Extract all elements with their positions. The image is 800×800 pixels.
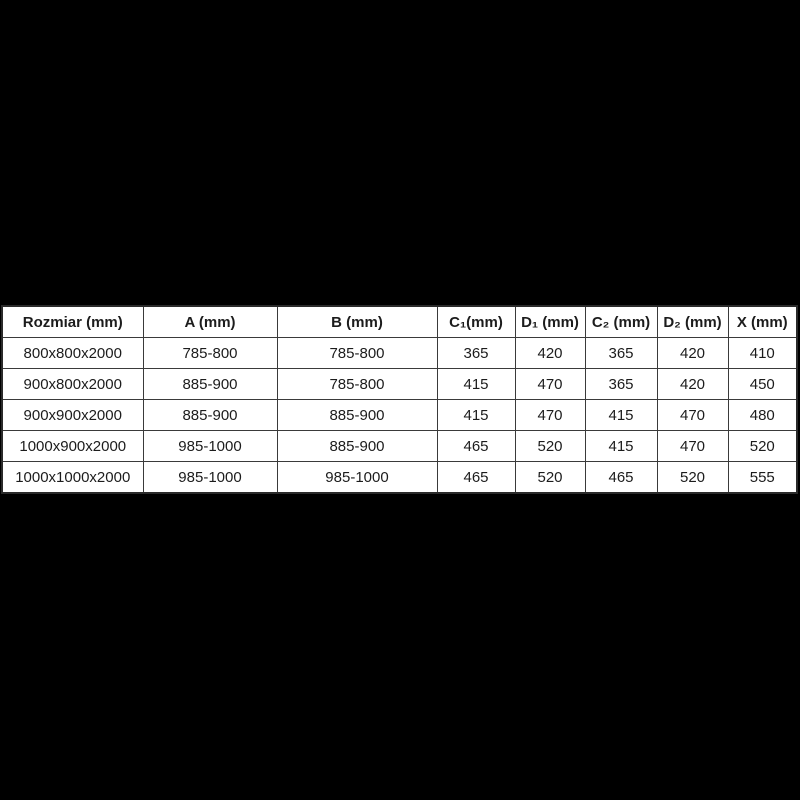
header-cell-d2: D₂ (mm): [656, 305, 729, 338]
table-cell: 420: [514, 337, 586, 369]
table-cell: 520: [727, 430, 798, 462]
table-cell: 365: [584, 368, 658, 400]
table-cell: 410: [727, 337, 798, 369]
table-cell: 785-800: [276, 337, 438, 369]
table-cell: 985-1000: [276, 461, 438, 494]
dimensions-table: Rozmiar (mm) A (mm) B (mm) C₁(mm) D₁ (mm…: [1, 305, 798, 494]
header-cell-b: B (mm): [276, 305, 438, 338]
table-cell: 1000x1000x2000: [1, 461, 144, 494]
table-cell: 900x900x2000: [1, 399, 144, 431]
table-cell: 555: [727, 461, 798, 494]
table-cell: 520: [656, 461, 729, 494]
table-row: 900x800x2000 885-900 785-800 415 470 365…: [1, 368, 798, 400]
table-cell: 470: [514, 399, 586, 431]
table-cell: 800x800x2000: [1, 337, 144, 369]
table-cell: 365: [436, 337, 516, 369]
table-cell: 470: [514, 368, 586, 400]
header-cell-d1: D₁ (mm): [514, 305, 586, 338]
table-cell: 465: [436, 461, 516, 494]
table-cell: 415: [436, 368, 516, 400]
header-cell-x: X (mm): [727, 305, 798, 338]
table-row: 900x900x2000 885-900 885-900 415 470 415…: [1, 399, 798, 431]
table-cell: 465: [584, 461, 658, 494]
table-row: 1000x1000x2000 985-1000 985-1000 465 520…: [1, 461, 798, 494]
table-cell: 470: [656, 430, 729, 462]
table-cell: 465: [436, 430, 516, 462]
table-cell: 885-900: [142, 368, 278, 400]
table-cell: 415: [436, 399, 516, 431]
table-header-row: Rozmiar (mm) A (mm) B (mm) C₁(mm) D₁ (mm…: [1, 305, 798, 338]
table-cell: 885-900: [142, 399, 278, 431]
table-cell: 885-900: [276, 430, 438, 462]
table-cell: 1000x900x2000: [1, 430, 144, 462]
header-cell-c1: C₁(mm): [436, 305, 516, 338]
table-row: 1000x900x2000 985-1000 885-900 465 520 4…: [1, 430, 798, 462]
table-cell: 415: [584, 399, 658, 431]
table-cell: 470: [656, 399, 729, 431]
table-cell: 415: [584, 430, 658, 462]
table-cell: 885-900: [276, 399, 438, 431]
table-cell: 785-800: [276, 368, 438, 400]
table-cell: 480: [727, 399, 798, 431]
header-cell-rozmiar: Rozmiar (mm): [1, 305, 144, 338]
header-cell-c2: C₂ (mm): [584, 305, 658, 338]
table-row: 800x800x2000 785-800 785-800 365 420 365…: [1, 337, 798, 369]
header-cell-a: A (mm): [142, 305, 278, 338]
table-cell: 785-800: [142, 337, 278, 369]
table-cell: 985-1000: [142, 461, 278, 494]
table-cell: 450: [727, 368, 798, 400]
table-cell: 985-1000: [142, 430, 278, 462]
table-cell: 420: [656, 337, 729, 369]
table-cell: 420: [656, 368, 729, 400]
table-cell: 365: [584, 337, 658, 369]
table-cell: 520: [514, 461, 586, 494]
table-cell: 520: [514, 430, 586, 462]
table-cell: 900x800x2000: [1, 368, 144, 400]
